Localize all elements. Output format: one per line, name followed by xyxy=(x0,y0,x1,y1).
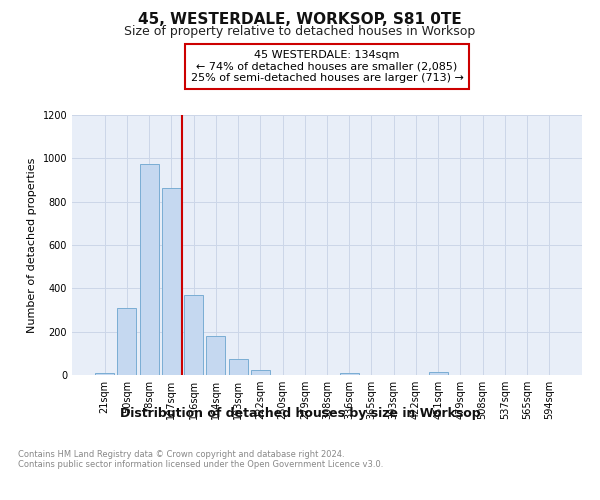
Bar xyxy=(118,308,136,375)
Bar xyxy=(95,373,114,375)
Text: Distribution of detached houses by size in Worksop: Distribution of detached houses by size … xyxy=(119,408,481,420)
Bar xyxy=(206,336,225,375)
Bar xyxy=(184,295,203,375)
Text: 45, WESTERDALE, WORKSOP, S81 0TE: 45, WESTERDALE, WORKSOP, S81 0TE xyxy=(138,12,462,28)
Bar xyxy=(140,164,158,375)
Bar xyxy=(229,359,248,375)
Text: Size of property relative to detached houses in Worksop: Size of property relative to detached ho… xyxy=(124,25,476,38)
Bar xyxy=(251,370,270,375)
Bar xyxy=(162,188,181,375)
Bar xyxy=(429,372,448,375)
Bar xyxy=(340,373,359,375)
Y-axis label: Number of detached properties: Number of detached properties xyxy=(27,158,37,332)
Text: Contains HM Land Registry data © Crown copyright and database right 2024.
Contai: Contains HM Land Registry data © Crown c… xyxy=(18,450,383,469)
Text: 45 WESTERDALE: 134sqm
← 74% of detached houses are smaller (2,085)
25% of semi-d: 45 WESTERDALE: 134sqm ← 74% of detached … xyxy=(191,50,463,83)
